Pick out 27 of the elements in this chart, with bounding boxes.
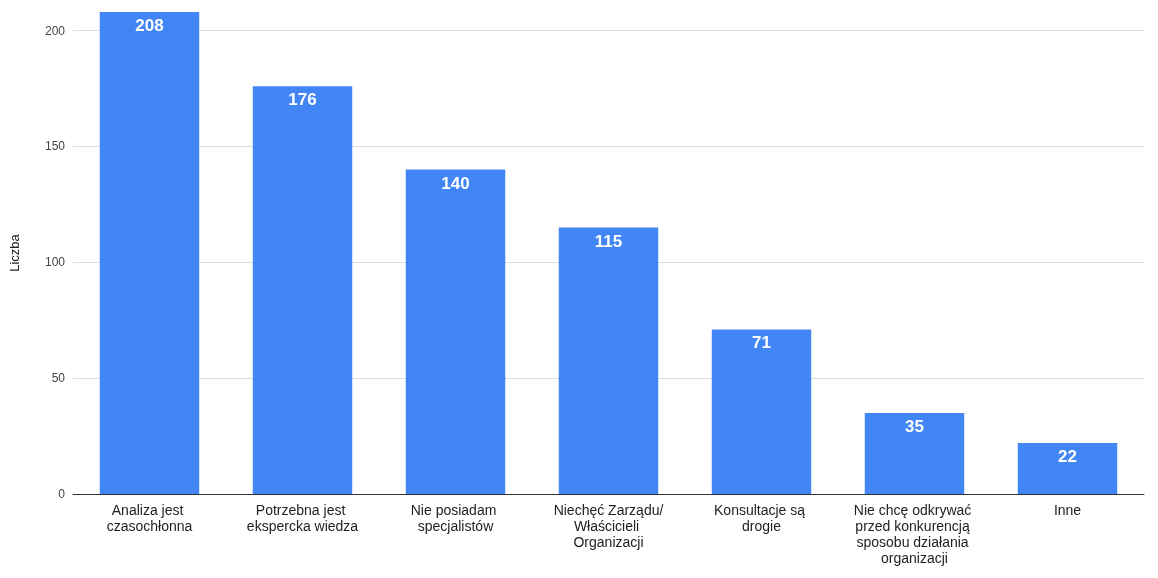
y-tick-label: 150 [44,139,66,154]
bar [864,412,965,494]
x-tick-label: Niechęć Zarządu/Właścicieli Organizacji [553,502,664,550]
y-axis-title: Liczba [7,233,22,272]
data-label: 71 [752,333,771,353]
x-tick-label: Analiza jest czasochłonna [106,502,193,534]
x-tick-label: Nie posiadam specjalistów [410,502,501,534]
bar [711,329,812,494]
x-tick-label: Nie chcę odkrywać przed konkurencją sposobu działania organizacji [853,502,976,566]
x-tick-label: Potrzebna jest ekspercka wiedza [246,502,359,534]
bar [252,86,353,494]
data-label: 22 [1058,447,1077,467]
data-label: 208 [135,16,164,35]
data-label: 176 [288,90,317,110]
data-label: 115 [594,231,623,251]
x-tick-label: Inne [1053,502,1082,518]
y-tick-label: 100 [44,255,66,270]
bar [99,12,200,494]
data-label: 140 [441,173,470,193]
y-tick-label: 200 [44,23,66,38]
data-label: 35 [905,416,924,436]
bar [1017,443,1118,494]
x-tick-label: Konsultacje są drogie [714,502,809,534]
bar [405,169,506,494]
y-tick-label: 50 [51,371,66,386]
y-tick-label: 0 [58,487,66,501]
bar [558,227,659,494]
